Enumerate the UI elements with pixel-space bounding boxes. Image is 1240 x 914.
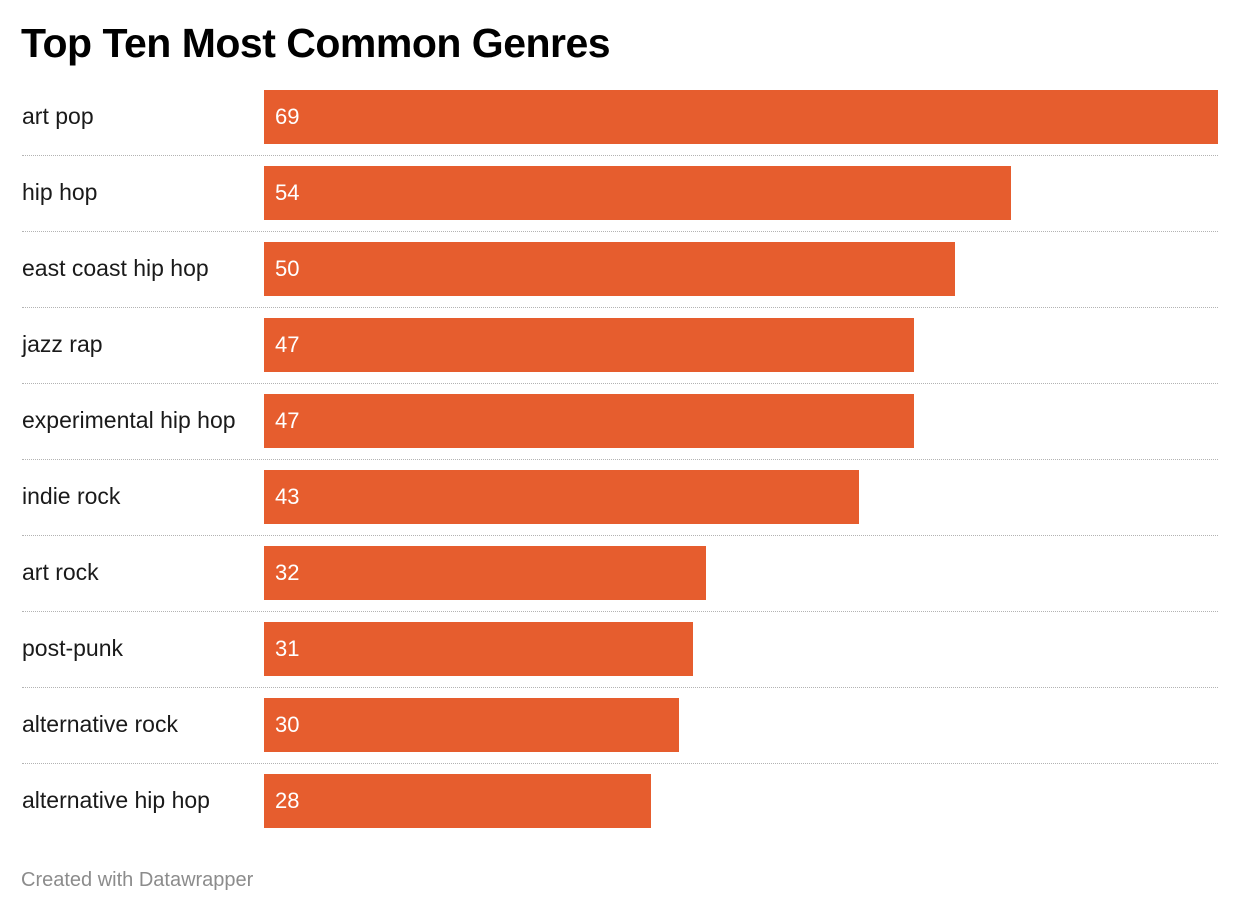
category-label: experimental hip hop <box>22 407 236 433</box>
category-label: alternative rock <box>22 711 178 737</box>
bar-value-label: 31 <box>275 636 300 661</box>
bar-value-label: 30 <box>275 712 300 737</box>
bar <box>264 774 652 828</box>
row-divider <box>22 611 1218 612</box>
category-label: indie rock <box>22 483 121 509</box>
category-label: jazz rap <box>22 331 103 357</box>
bar-value-label: 69 <box>275 104 300 129</box>
bar <box>264 546 707 600</box>
bar <box>264 166 1011 220</box>
row-divider <box>22 383 1218 384</box>
row-divider <box>22 231 1218 232</box>
category-label: post-punk <box>22 635 124 661</box>
row-divider <box>22 535 1218 536</box>
bar <box>264 242 956 296</box>
row-divider <box>22 307 1218 308</box>
bar-value-label: 32 <box>275 560 300 585</box>
bar <box>264 90 1218 144</box>
bar <box>264 622 693 676</box>
bar <box>264 318 914 372</box>
category-label: alternative hip hop <box>22 787 210 813</box>
bar-value-label: 54 <box>275 180 300 205</box>
bar-value-label: 47 <box>275 408 300 433</box>
category-label: art rock <box>22 559 99 585</box>
row-divider <box>22 763 1218 764</box>
bar <box>264 698 679 752</box>
category-label: east coast hip hop <box>22 255 209 281</box>
chart-title: Top Ten Most Common Genres <box>21 20 611 66</box>
bar-value-label: 47 <box>275 332 300 357</box>
category-label: hip hop <box>22 179 98 205</box>
row-divider <box>22 687 1218 688</box>
bar-value-label: 28 <box>275 788 300 813</box>
bar <box>264 470 859 524</box>
row-divider <box>22 155 1218 156</box>
row-divider <box>22 459 1218 460</box>
category-label: art pop <box>22 103 94 129</box>
bar-value-label: 43 <box>275 484 300 509</box>
bar <box>264 394 914 448</box>
bar-value-label: 50 <box>275 256 300 281</box>
credit-footer: Created with Datawrapper <box>21 869 254 891</box>
